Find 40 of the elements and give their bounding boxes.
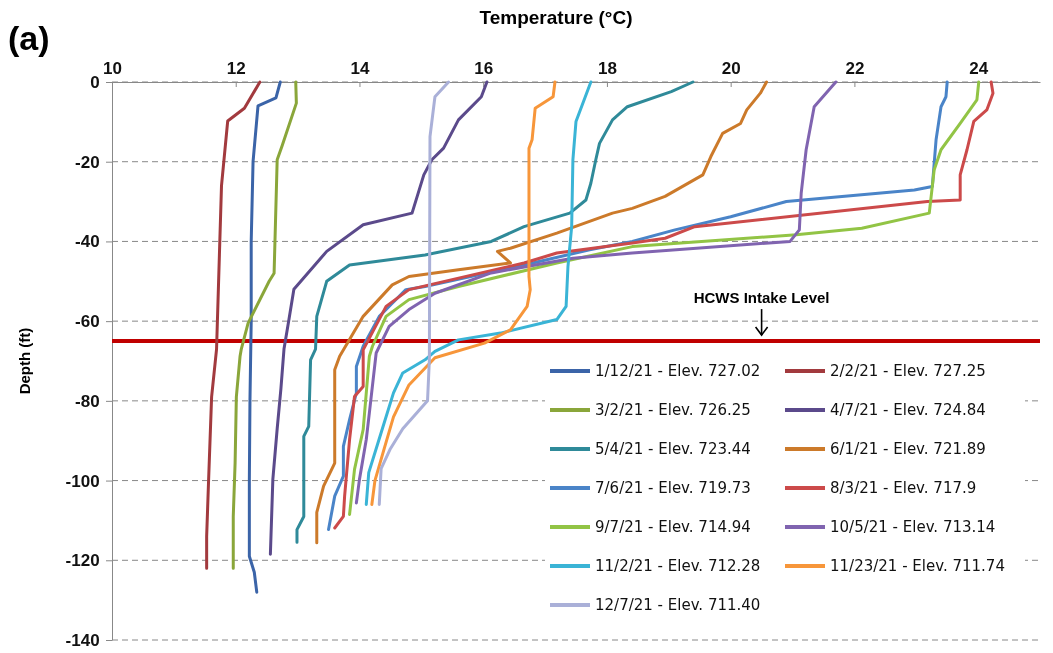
y-axis-title: Depth (ft) xyxy=(16,327,33,395)
legend-label: 3/2/21 - Elev. 726.25 xyxy=(595,401,751,419)
x-tick-label: 20 xyxy=(721,58,741,78)
legend-label: 5/4/21 - Elev. 723.44 xyxy=(595,440,751,458)
line-series xyxy=(364,80,593,506)
x-tick-label: 12 xyxy=(226,58,246,78)
x-tick-label: 22 xyxy=(845,58,865,78)
y-tick-label: -100 xyxy=(65,471,100,491)
x-tick-label: 10 xyxy=(103,58,122,78)
y-tick-label: 0 xyxy=(90,72,100,92)
x-tick-label: 18 xyxy=(597,58,617,78)
legend-label: 6/1/21 - Elev. 721.89 xyxy=(830,440,986,458)
legend-label: 9/7/21 - Elev. 714.94 xyxy=(595,518,751,536)
legend-label: 4/7/21 - Elev. 724.84 xyxy=(830,401,986,419)
line-series xyxy=(231,80,298,570)
legend-label: 2/2/21 - Elev. 727.25 xyxy=(830,362,986,380)
line-series xyxy=(205,80,262,570)
x-tick-label: 14 xyxy=(350,58,370,78)
legend-label: 12/7/21 - Elev. 711.40 xyxy=(595,596,761,614)
y-tick-label: -60 xyxy=(75,312,100,332)
line-series xyxy=(370,80,557,506)
x-tick-label: 24 xyxy=(969,58,989,78)
legend-label: 8/3/21 - Elev. 717.9 xyxy=(830,479,977,497)
legend-label: 10/5/21 - Elev. 713.14 xyxy=(830,518,996,536)
y-tick-label: -120 xyxy=(65,551,100,571)
legend-label: 11/23/21 - Elev. 711.74 xyxy=(830,557,1005,575)
y-tick-label: -40 xyxy=(75,232,100,252)
y-tick-label: -140 xyxy=(65,630,100,650)
y-tick-label: -20 xyxy=(75,152,100,172)
legend-label: 7/6/21 - Elev. 719.73 xyxy=(595,479,751,497)
x-axis-title: Temperature (°C) xyxy=(479,7,633,28)
x-tick-label: 16 xyxy=(474,58,494,78)
line-series xyxy=(247,80,282,594)
ref-line-label: HCWS Intake Level xyxy=(693,289,830,307)
line-series xyxy=(377,80,451,506)
legend-label: 11/2/21 - Elev. 712.28 xyxy=(595,557,761,575)
line-series xyxy=(268,80,489,556)
chart-title: (a) xyxy=(8,19,50,57)
legend-label: 1/12/21 - Elev. 727.02 xyxy=(595,362,761,380)
y-tick-label: -80 xyxy=(75,391,100,411)
